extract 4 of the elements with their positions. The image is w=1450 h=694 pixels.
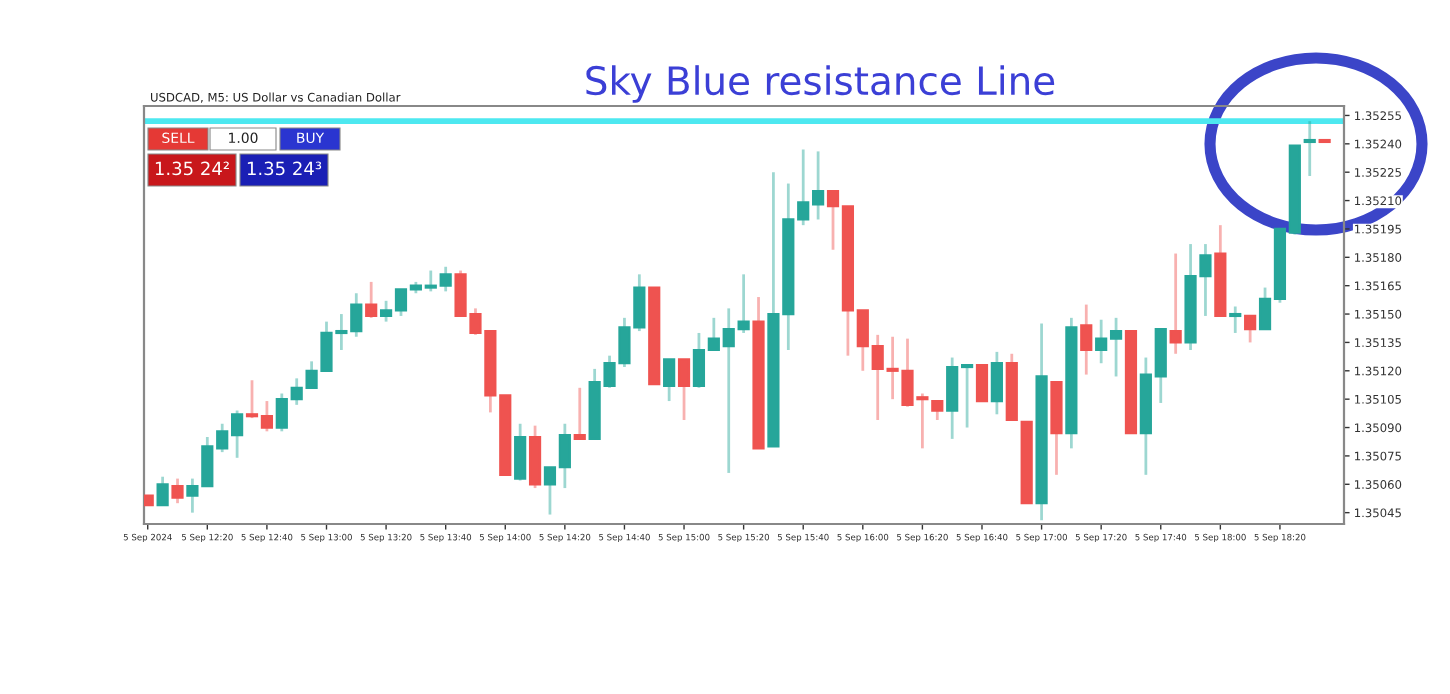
annotation: 1.35 24³ [247, 161, 322, 176]
candlestick [975, 364, 989, 403]
annotation: 1.35 24² [155, 161, 229, 176]
chart-title: Sky Blue resistance Line [586, 65, 1055, 103]
